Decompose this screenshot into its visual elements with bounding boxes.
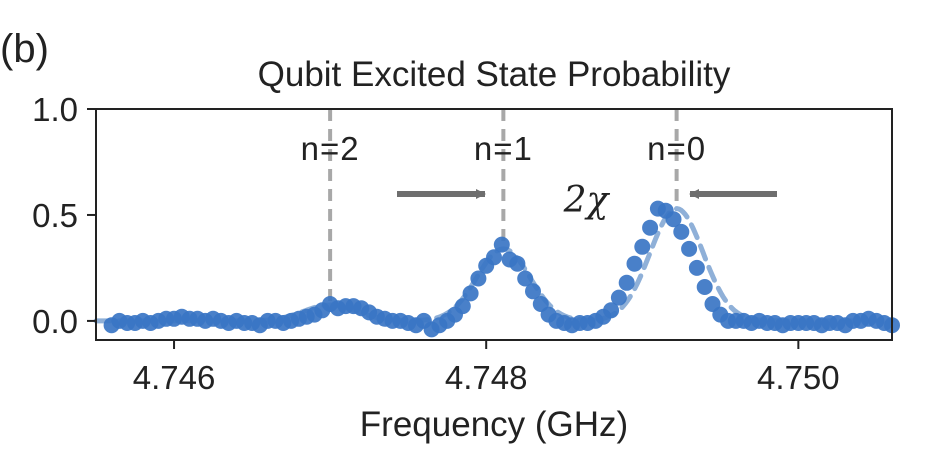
data-point xyxy=(610,289,627,306)
x-axis-label: Frequency (GHz) xyxy=(360,405,628,444)
data-point xyxy=(618,274,635,291)
data-point xyxy=(634,238,651,255)
data-point xyxy=(665,211,682,228)
y-tick-label: 0.5 xyxy=(32,197,78,234)
chi-label: 2χ xyxy=(563,180,611,221)
plot-frame xyxy=(95,108,893,341)
y-tick-label: 1.0 xyxy=(32,91,78,128)
data-point xyxy=(517,270,534,287)
annotation-1: n=1 xyxy=(474,130,533,167)
data-point xyxy=(688,259,705,276)
data-point xyxy=(525,283,541,300)
data-point xyxy=(462,285,479,302)
data-point xyxy=(642,219,659,236)
x-tick-label: 4.750 xyxy=(757,359,840,396)
data-point xyxy=(470,270,487,287)
y-axis: 0.0 0.5 1.0 xyxy=(32,91,96,340)
data-points xyxy=(103,200,900,338)
x-axis: 4.746 4.748 4.750 xyxy=(133,340,840,396)
data-point xyxy=(603,302,620,319)
annotation-2: n=0 xyxy=(647,130,706,167)
x-tick-label: 4.748 xyxy=(445,359,528,396)
data-point xyxy=(681,240,698,257)
data-point xyxy=(626,255,643,272)
level-annotations: n=2 n=1 n=0 xyxy=(301,130,706,167)
x-tick-label: 4.746 xyxy=(133,359,216,396)
data-point xyxy=(493,236,510,253)
data-point xyxy=(696,279,713,295)
chart-title: Qubit Excited State Probability xyxy=(258,55,731,94)
data-point xyxy=(454,298,471,315)
data-point xyxy=(486,249,502,266)
level-marker-lines xyxy=(328,109,679,306)
data-point xyxy=(509,255,526,272)
panel-label: (b) xyxy=(0,27,49,71)
y-tick-label: 0.0 xyxy=(32,303,78,340)
data-point xyxy=(673,223,690,240)
annotation-0: n=2 xyxy=(301,130,360,167)
